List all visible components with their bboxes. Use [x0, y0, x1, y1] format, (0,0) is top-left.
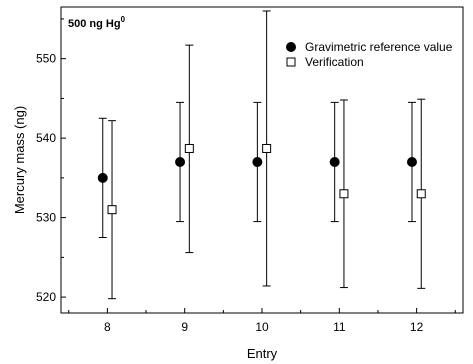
verification-point: [107, 205, 117, 215]
chart-annotation-text: 500 ng Hg: [68, 18, 121, 30]
legend-label-gravimetric: Gravimetric reference value: [305, 40, 453, 54]
data-markers: [97, 143, 426, 215]
verification-point: [339, 189, 349, 199]
gravimetric-point: [329, 156, 340, 167]
x-tick-label: 8: [104, 320, 111, 334]
verification-point: [184, 143, 194, 153]
legend: Gravimetric reference value Verification: [286, 40, 453, 69]
x-tick-label: 12: [410, 320, 424, 334]
gravimetric-point: [252, 156, 263, 167]
gravimetric-point: [175, 156, 186, 167]
chart-annotation-superscript: 0: [121, 15, 126, 24]
verification-point: [262, 143, 272, 153]
legend-label-verification: Verification: [305, 55, 364, 69]
error-bars: [98, 10, 426, 300]
legend-marker-verification: [286, 57, 296, 67]
y-tick-label: 520: [36, 290, 56, 304]
y-tick-label: 530: [36, 211, 56, 225]
x-tick-label: 10: [255, 320, 269, 334]
verification-point: [416, 189, 426, 199]
x-tick-label: 9: [181, 320, 188, 334]
y-axis-label: Mercury mass (ng): [12, 106, 27, 214]
gravimetric-point: [97, 172, 108, 183]
legend-marker-gravimetric: [286, 42, 296, 52]
x-tick-label: 11: [333, 320, 346, 334]
y-tick-label: 550: [36, 52, 56, 66]
gravimetric-point: [406, 156, 417, 167]
axis-ticks: 8 9 10 11 12 520 530 540 550: [36, 18, 456, 334]
chart-annotation: 500 ng Hg0: [68, 15, 126, 30]
y-tick-label: 540: [36, 131, 56, 145]
x-axis-label: Entry: [247, 346, 278, 361]
